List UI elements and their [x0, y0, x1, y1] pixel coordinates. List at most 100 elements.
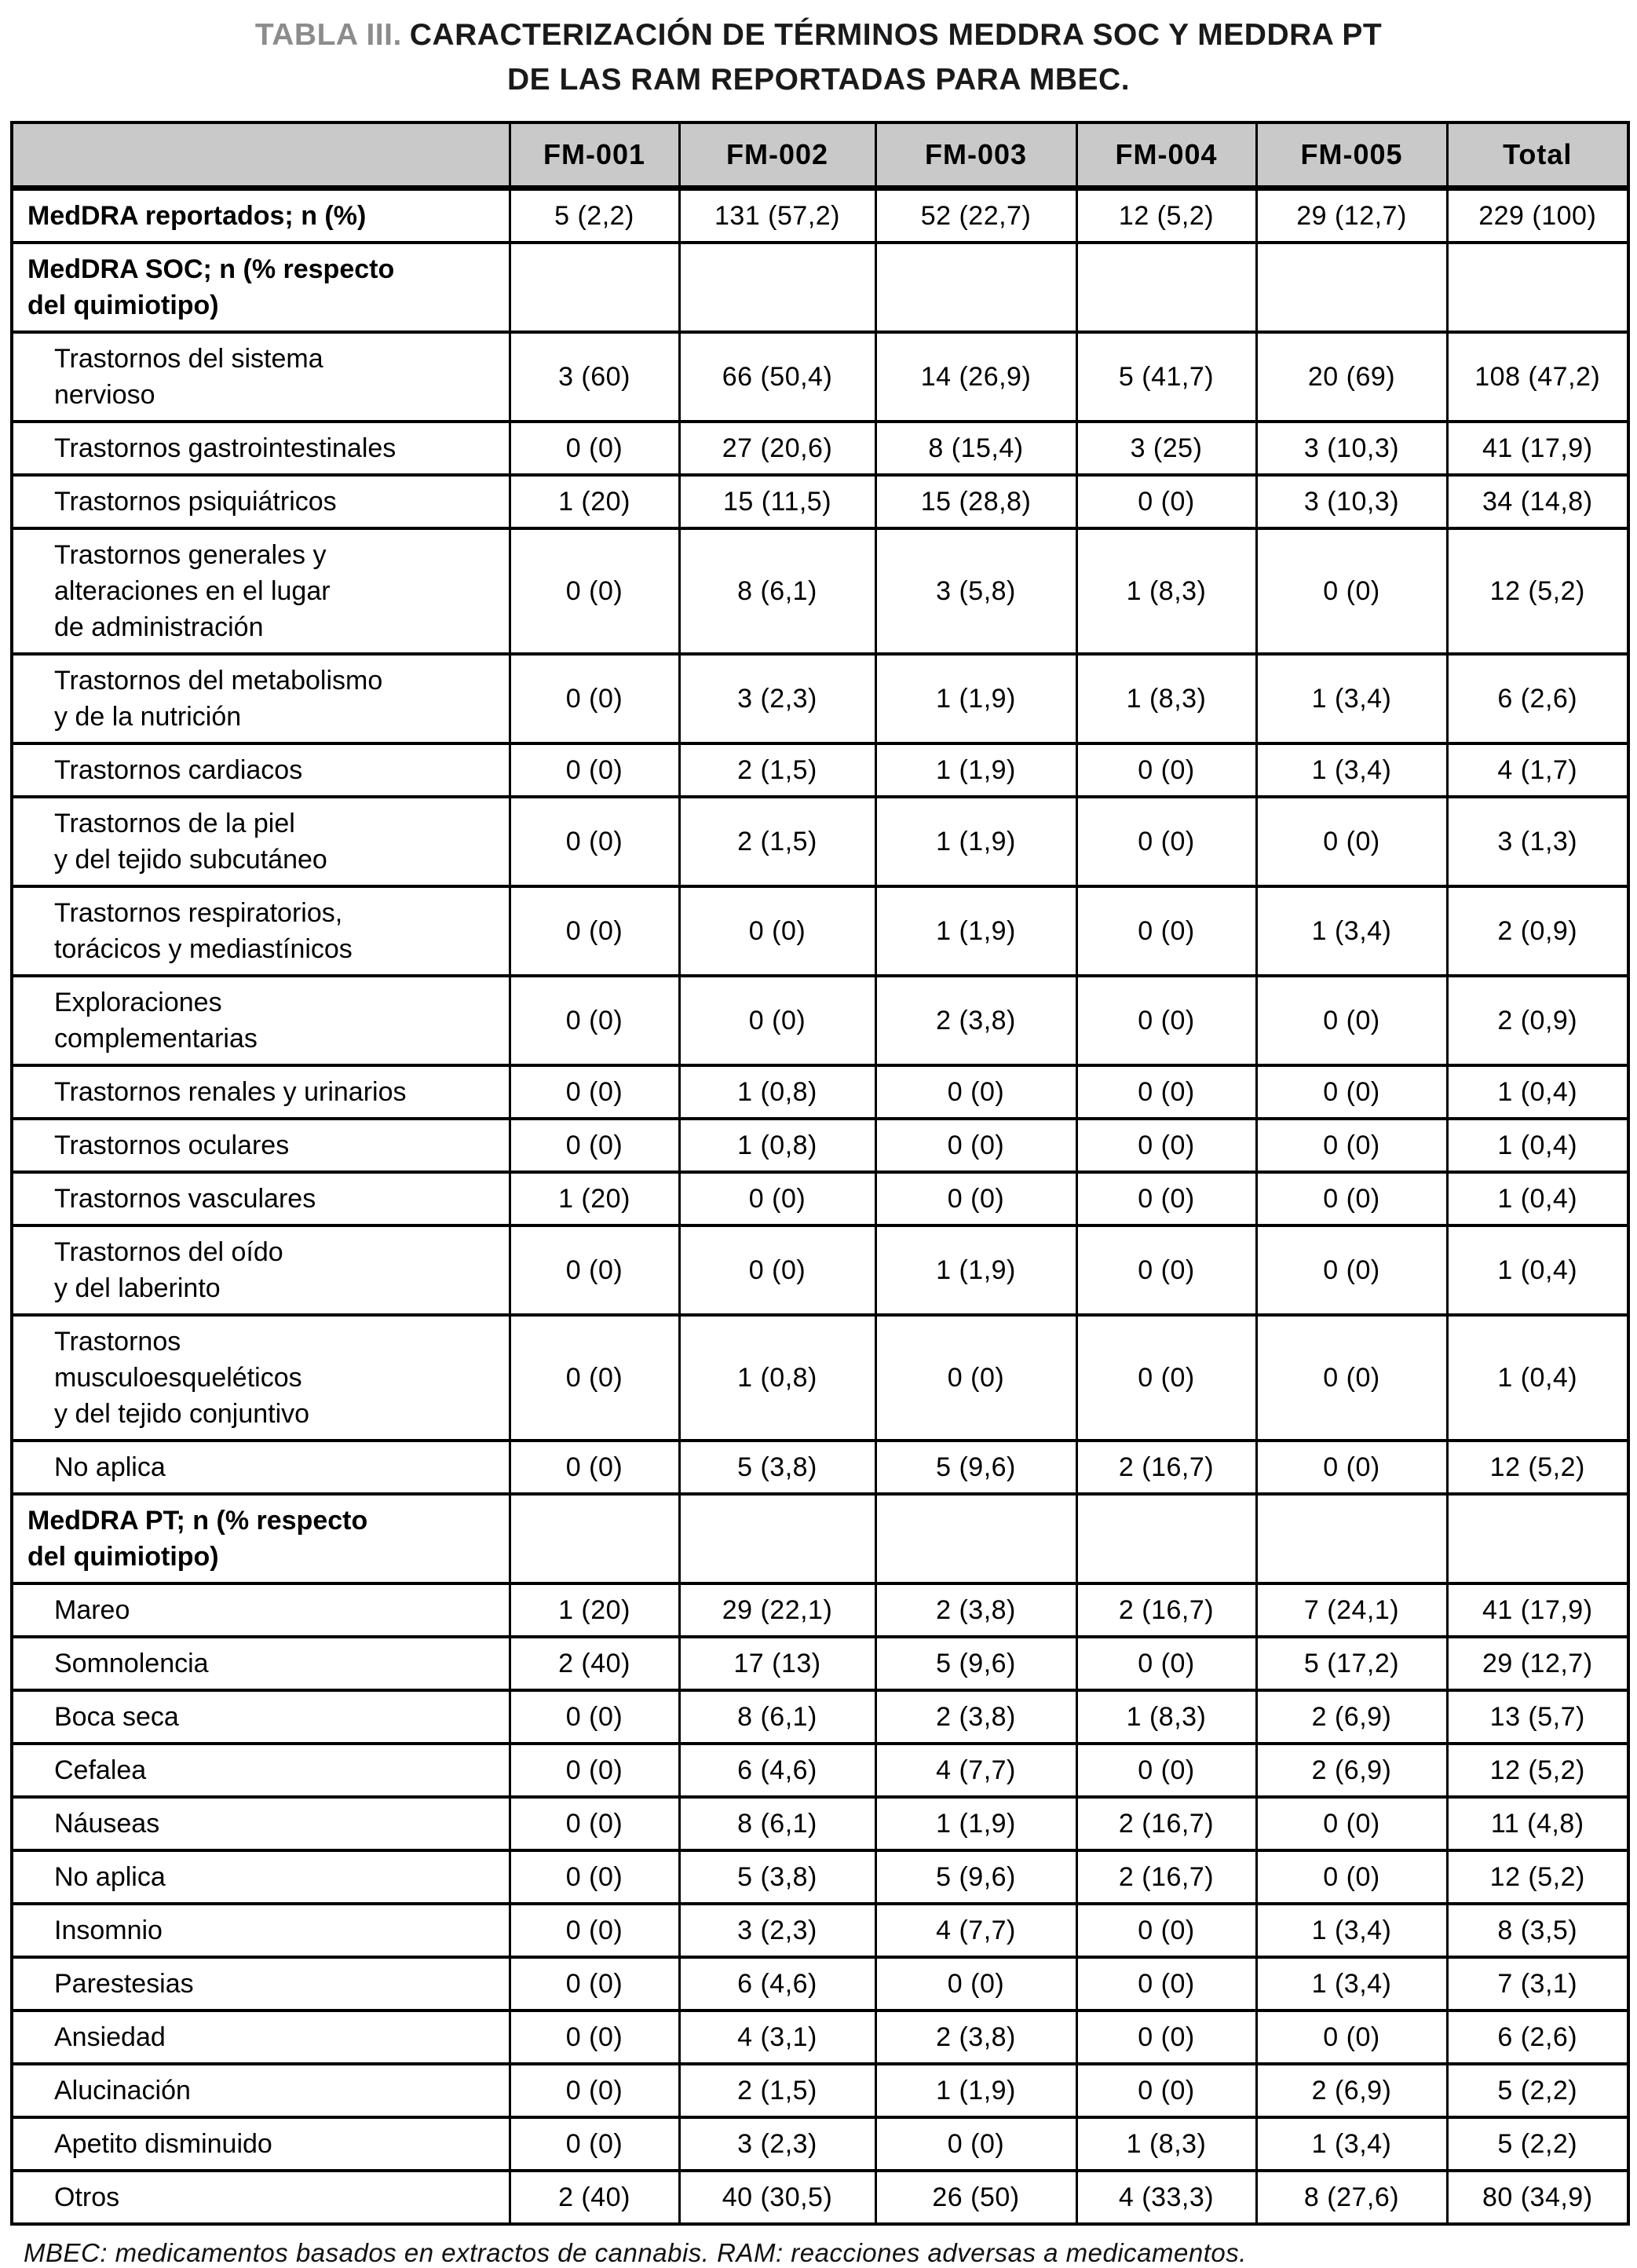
- cell-value: 2 (0,9): [1445, 974, 1630, 1067]
- cell-value: 1 (20): [508, 1582, 681, 1638]
- cell-value: 1 (1,9): [874, 742, 1078, 798]
- table-row: Trastornos generales y alteraciones en e…: [10, 527, 1630, 656]
- cell-value: 0 (0): [508, 1313, 681, 1442]
- row-label: Apetito disminuido: [10, 2116, 511, 2172]
- cell-value: [508, 241, 681, 334]
- column-header: FM-004: [1075, 121, 1258, 191]
- cell-value: 2 (1,5): [678, 742, 877, 798]
- cell-value: 3 (2,3): [678, 1902, 877, 1959]
- cell-value: 0 (0): [508, 1849, 681, 1905]
- cell-value: [874, 1492, 1078, 1585]
- cell-value: 12 (5,2): [1445, 527, 1630, 656]
- cell-value: 2 (1,5): [678, 795, 877, 888]
- cell-value: 0 (0): [1255, 1171, 1449, 1227]
- cell-value: 41 (17,9): [1445, 420, 1630, 477]
- table-row: Mareo 1 (20) 29 (22,1) 2 (3,8) 2 (16,7) 7 (24…: [10, 1582, 1630, 1638]
- cell-value: 0 (0): [508, 1117, 681, 1174]
- table-row: Cefalea 0 (0) 6 (4,6) 4 (7,7) 0 (0) 2 (6,9) 12…: [10, 1742, 1630, 1799]
- cell-value: 4 (7,7): [874, 1742, 1078, 1799]
- cell-value: 1 (1,9): [874, 2062, 1078, 2119]
- section-label: MedDRA PT; n (% respecto del quimiotipo): [10, 1492, 511, 1585]
- table-row: Trastornos renales y urinarios 0 (0) 1 (0,…: [10, 1064, 1630, 1120]
- cell-value: 5 (17,2): [1255, 1635, 1449, 1692]
- row-label: Trastornos vasculares: [10, 1171, 511, 1227]
- cell-value: 12 (5,2): [1445, 1439, 1630, 1496]
- cell-value: 3 (60): [508, 331, 681, 423]
- cell-value: 0 (0): [1075, 1902, 1258, 1959]
- cell-value: 0 (0): [874, 1956, 1078, 2012]
- row-label: Trastornos del metabolismo y de la nutri…: [10, 652, 511, 745]
- cell-value: [1445, 241, 1630, 334]
- row-label: Trastornos generales y alteraciones en e…: [10, 527, 511, 656]
- cell-value: 5 (9,6): [874, 1439, 1078, 1496]
- cell-value: 5 (3,8): [678, 1849, 877, 1905]
- cell-value: 29 (22,1): [678, 1582, 877, 1638]
- cell-value: 0 (0): [874, 1313, 1078, 1442]
- cell-value: 0 (0): [1075, 1956, 1258, 2012]
- table-row: Trastornos oculares 0 (0) 1 (0,8) 0 (0) 0 (0…: [10, 1117, 1630, 1174]
- cell-value: 15 (11,5): [678, 473, 877, 530]
- cell-value: 8 (6,1): [678, 1689, 877, 1745]
- cell-value: 1 (1,9): [874, 652, 1078, 745]
- cell-value: 1 (8,3): [1075, 652, 1258, 745]
- row-label: MedDRA reportados; n (%): [10, 186, 511, 244]
- table-row: Boca seca 0 (0) 8 (6,1) 2 (3,8) 1 (8,3) 2 (6,…: [10, 1689, 1630, 1745]
- row-label: Trastornos psiquiátricos: [10, 473, 511, 530]
- footnote: MBEC: medicamentos basados en extractos …: [24, 2238, 1247, 2267]
- cell-value: 1 (1,9): [874, 1795, 1078, 1852]
- cell-value: 0 (0): [508, 1689, 681, 1745]
- cell-value: 8 (6,1): [678, 1795, 877, 1852]
- cell-value: 1 (0,4): [1445, 1064, 1630, 1120]
- cell-value: 5 (2,2): [1445, 2062, 1630, 2119]
- row-label: Cefalea: [10, 1742, 511, 1799]
- cell-value: 5 (41,7): [1075, 331, 1258, 423]
- row-label: Trastornos oculares: [10, 1117, 511, 1174]
- table-row: Trastornos del sistema nervioso 3 (60) 66 …: [10, 331, 1630, 423]
- table-row: Insomnio 0 (0) 3 (2,3) 4 (7,7) 0 (0) 1 (3,4) 8…: [10, 1902, 1630, 1959]
- table-row: Exploraciones complementarias 0 (0) 0 (0) 2…: [10, 974, 1630, 1067]
- cell-value: 108 (47,2): [1445, 331, 1630, 423]
- cell-value: 2 (40): [508, 2169, 681, 2226]
- cell-value: 3 (25): [1075, 420, 1258, 477]
- cell-value: 12 (5,2): [1445, 1742, 1630, 1799]
- cell-value: 0 (0): [1075, 885, 1258, 977]
- cell-value: 1 (8,3): [1075, 2116, 1258, 2172]
- cell-value: 8 (6,1): [678, 527, 877, 656]
- cell-value: 5 (2,2): [1445, 2116, 1630, 2172]
- row-label: Alucinación: [10, 2062, 511, 2119]
- cell-value: 11 (4,8): [1445, 1795, 1630, 1852]
- row-label: Somnolencia: [10, 1635, 511, 1692]
- cell-value: 5 (9,6): [874, 1635, 1078, 1692]
- cell-value: 0 (0): [508, 795, 681, 888]
- table-row: No aplica 0 (0) 5 (3,8) 5 (9,6) 2 (16,7) 0 (0…: [10, 1849, 1630, 1905]
- cell-value: 27 (20,6): [678, 420, 877, 477]
- cell-value: 0 (0): [1075, 1064, 1258, 1120]
- cell-value: 0 (0): [508, 527, 681, 656]
- table-row: MedDRA reportados; n (%) 5 (2,2) 131 (57,2…: [10, 186, 1630, 244]
- cell-value: 0 (0): [1075, 974, 1258, 1067]
- cell-value: 6 (4,6): [678, 1956, 877, 2012]
- cell-value: 2 (3,8): [874, 2009, 1078, 2065]
- cell-value: 3 (2,3): [678, 2116, 877, 2172]
- cell-value: 26 (50): [874, 2169, 1078, 2226]
- cell-value: 0 (0): [1075, 1171, 1258, 1227]
- cell-value: 17 (13): [678, 1635, 877, 1692]
- row-label: Trastornos gastrointestinales: [10, 420, 511, 477]
- cell-value: 6 (2,6): [1445, 2009, 1630, 2065]
- cell-value: 13 (5,7): [1445, 1689, 1630, 1745]
- cell-value: 1 (8,3): [1075, 1689, 1258, 1745]
- cell-value: 0 (0): [1255, 1313, 1449, 1442]
- cell-value: [874, 241, 1078, 334]
- cell-value: [1075, 241, 1258, 334]
- cell-value: 29 (12,7): [1445, 1635, 1630, 1692]
- cell-value: 4 (33,3): [1075, 2169, 1258, 2226]
- cell-value: 0 (0): [508, 1064, 681, 1120]
- cell-value: 2 (16,7): [1075, 1582, 1258, 1638]
- cell-value: 0 (0): [678, 974, 877, 1067]
- row-label: Trastornos respiratorios, torácicos y me…: [10, 885, 511, 977]
- cell-value: 2 (16,7): [1075, 1795, 1258, 1852]
- cell-value: 40 (30,5): [678, 2169, 877, 2226]
- cell-value: 8 (3,5): [1445, 1902, 1630, 1959]
- cell-value: 0 (0): [1255, 1849, 1449, 1905]
- cell-value: [1255, 241, 1449, 334]
